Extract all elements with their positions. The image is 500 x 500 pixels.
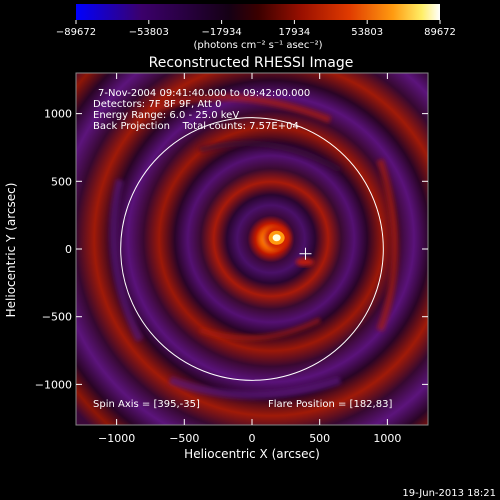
y-tick-label: −500 [42, 311, 72, 324]
y-axis-ticks: −1000 −500 0 500 1000 [35, 108, 428, 391]
colorbar-tick-label: −53803 [129, 27, 169, 38]
flare-position-label: Flare Position = [182,83] [268, 399, 392, 410]
colorbar-ticks: −89672 −53803 −17934 17934 53803 89672 [56, 20, 456, 38]
info-line-detectors: Detectors: 7F 8F 9F, Att 0 [93, 99, 221, 110]
info-line-method: Back Projection Total counts: 7.57E+04 [93, 121, 299, 132]
y-axis-title: Heliocentric Y (arcsec) [4, 183, 18, 318]
colorbar-tick-label: −89672 [56, 27, 96, 38]
x-tick-label: −1000 [98, 432, 135, 445]
x-tick-label: −500 [169, 432, 199, 445]
chart-title: Reconstructed RHESSI Image [149, 55, 354, 71]
x-tick-label: 1000 [373, 432, 401, 445]
y-tick-label: 1000 [44, 108, 72, 121]
colorbar-unit-label: (photons cm⁻² s⁻¹ asec⁻²) [193, 40, 322, 51]
x-tick-label: 0 [249, 432, 256, 445]
colorbar [76, 4, 440, 20]
footer-date: 19-Jun-2013 18:21 [402, 488, 496, 499]
info-text: 7-Nov-2004 09:41:40.000 to 09:42:00.000 … [93, 88, 310, 132]
x-axis-ticks: −1000 −500 0 500 1000 [98, 73, 401, 445]
y-tick-label: −1000 [35, 378, 72, 391]
solar-limb-circle [120, 117, 384, 381]
heatmap-image [76, 73, 428, 425]
colorbar-tick-label: 89672 [424, 27, 456, 38]
y-tick-label: 500 [51, 175, 72, 188]
info-line-energy: Energy Range: 6.0 - 25.0 keV [93, 110, 239, 121]
flare-source-peak [272, 234, 281, 242]
colorbar-tick-label: 17934 [278, 27, 310, 38]
spin-axis-marker [299, 247, 312, 260]
spin-axis-label: Spin Axis = [395,-35] [93, 399, 200, 410]
info-line-time: 7-Nov-2004 09:41:40.000 to 09:42:00.000 [98, 88, 310, 99]
colorbar-tick-label: 53803 [351, 27, 383, 38]
y-tick-label: 0 [65, 243, 72, 256]
colorbar-tick-label: −17934 [201, 27, 241, 38]
x-axis-title: Heliocentric X (arcsec) [184, 447, 320, 461]
x-tick-label: 500 [309, 432, 330, 445]
